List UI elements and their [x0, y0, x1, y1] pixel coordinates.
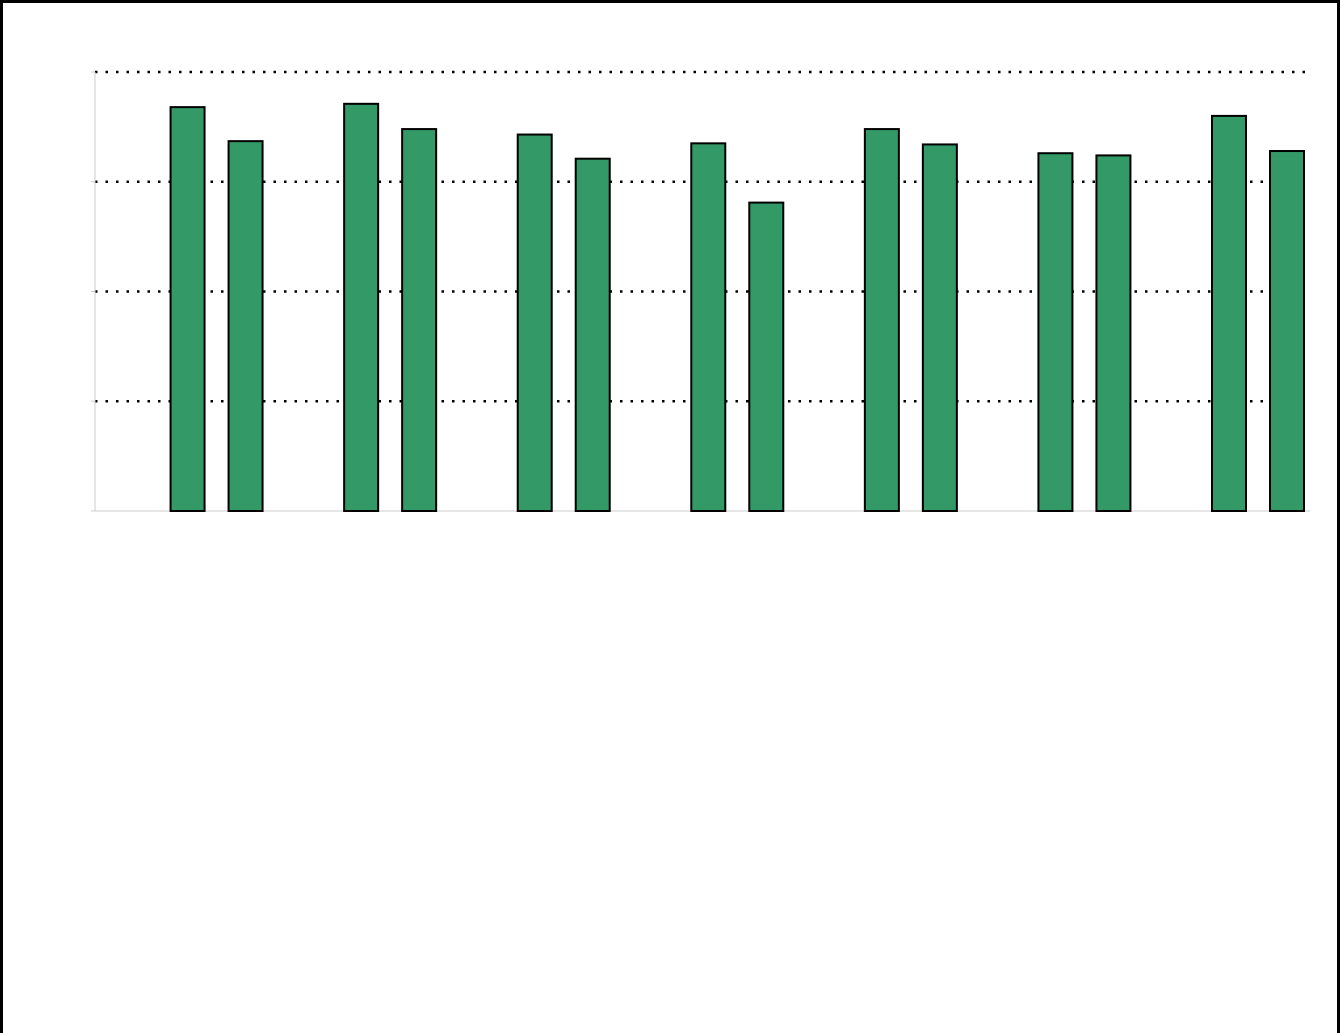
- bar-group-3-series-2: [574, 157, 611, 512]
- bar-group-4-series-2: [748, 201, 785, 512]
- bars: [169, 102, 1305, 513]
- bar-group-7-series-1: [1211, 114, 1247, 513]
- bar-group-5-series-2: [921, 143, 958, 512]
- bar-group-3-series-1: [516, 133, 553, 512]
- bar-group-7-series-2: [1269, 150, 1305, 513]
- bar-group-1-series-1: [169, 106, 206, 513]
- bar-group-6-series-1: [1037, 152, 1074, 512]
- bar-group-2-series-1: [343, 102, 380, 512]
- bar-group-5-series-1: [863, 128, 900, 512]
- bar-group-1-series-2: [227, 140, 264, 513]
- bar-group-4-series-1: [690, 142, 727, 512]
- bar-group-6-series-2: [1095, 154, 1132, 512]
- bar-group-2-series-2: [401, 128, 438, 512]
